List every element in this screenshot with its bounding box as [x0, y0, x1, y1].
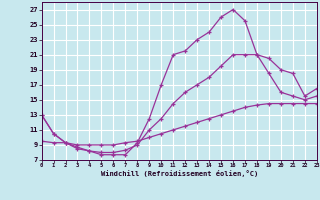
X-axis label: Windchill (Refroidissement éolien,°C): Windchill (Refroidissement éolien,°C) [100, 170, 258, 177]
